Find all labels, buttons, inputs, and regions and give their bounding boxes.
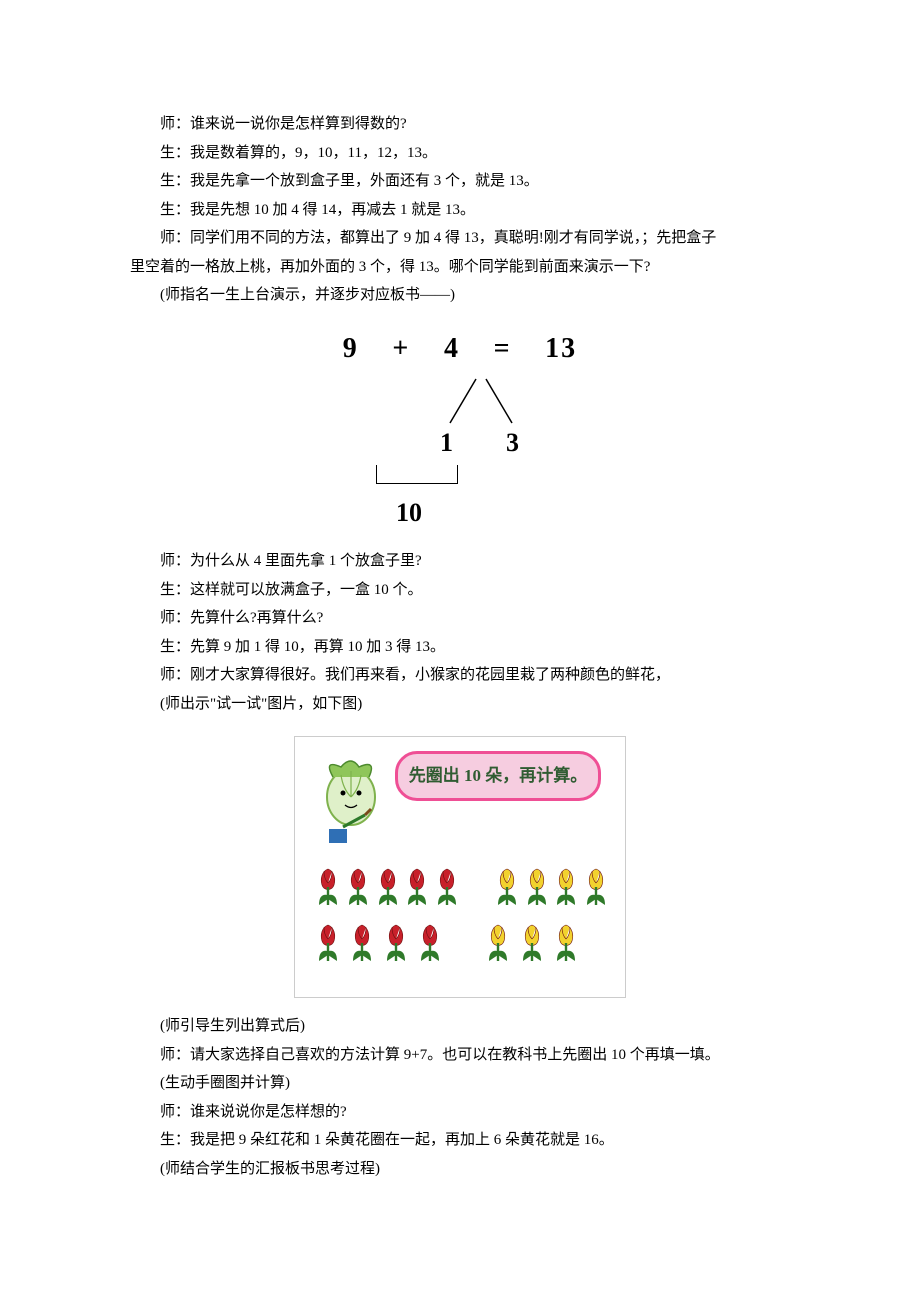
tulip-icon (381, 921, 411, 965)
operator-plus: + (392, 322, 410, 375)
tulip-icon (373, 865, 399, 909)
operand-a: 9 (343, 322, 359, 375)
flower-row-1 (313, 865, 607, 909)
dialogue-line: 师：先算什么?再算什么? (130, 604, 790, 633)
dialogue-line-continuation: 里空着的一格放上桃，再加外面的 3 个，得 13。哪个同学能到前面来演示一下? (130, 253, 790, 282)
stage-direction: (师引导生列出算式后) (130, 1012, 790, 1041)
dialogue-line: 师：谁来说一说你是怎样算到得数的? (130, 110, 790, 139)
combine-bracket (376, 465, 458, 484)
dialogue-line: 师：请大家选择自己喜欢的方法计算 9+7。也可以在教科书上先圈出 10 个再填一… (130, 1041, 790, 1070)
result: 13 (545, 322, 577, 375)
operator-equals: = (494, 322, 512, 375)
dialogue-line: 生：我是先想 10 加 4 得 14，再减去 1 就是 13。 (130, 196, 790, 225)
dialogue-line: 生：先算 9 加 1 得 10，再算 10 加 3 得 13。 (130, 633, 790, 662)
tulip-icon (432, 865, 458, 909)
stage-direction: (生动手圈图并计算) (130, 1069, 790, 1098)
stage-direction: (师出示"试一试"图片，如下图) (130, 690, 790, 719)
bubble-text: 先圈出 10 朵，再计算。 (409, 760, 588, 792)
tulip-icon (522, 865, 548, 909)
dialogue-line: 生：这样就可以放满盒子，一盒 10 个。 (130, 576, 790, 605)
tulip-icon (551, 921, 581, 965)
split-lines-svg: 1 3 (320, 373, 600, 459)
dialogue-line: 生：我是把 9 朵红花和 1 朵黄花圈在一起，再加上 6 朵黄花就是 16。 (130, 1126, 790, 1155)
dialogue-line: 生：我是数着算的，9，10，11，12，13。 (130, 139, 790, 168)
split-right-value: 3 (506, 428, 519, 457)
tulip-icon (313, 865, 339, 909)
stage-direction: (师结合学生的汇报板书思考过程) (130, 1155, 790, 1184)
flower-group-gap (462, 865, 488, 909)
try-it-figure: 先圈出 10 朵，再计算。 (294, 736, 626, 998)
flower-grid (313, 865, 607, 977)
tulip-icon (402, 865, 428, 909)
tulip-icon (551, 865, 577, 909)
dialogue-line: 师：同学们用不同的方法，都算出了 9 加 4 得 13，真聪明!刚才有同学说，；… (130, 224, 790, 253)
dialogue-line: 师：为什么从 4 里面先拿 1 个放盒子里? (130, 547, 790, 576)
flower-group-gap (449, 921, 479, 965)
tulip-icon (415, 921, 445, 965)
combine-result: 10 (396, 488, 600, 537)
dialogue-line: 师：谁来说说你是怎样想的? (130, 1098, 790, 1127)
document-page: 师：谁来说一说你是怎样算到得数的? 生：我是数着算的，9，10，11，12，13… (0, 0, 920, 1302)
equation-row: 9 + 4 = 13 (320, 322, 600, 375)
speech-bubble: 先圈出 10 朵，再计算。 (395, 751, 601, 801)
tulip-icon (492, 865, 518, 909)
split-left-value: 1 (440, 428, 453, 457)
cabbage-character-icon (313, 757, 391, 853)
dialogue-line: 生：我是先拿一个放到盒子里，外面还有 3 个，就是 13。 (130, 167, 790, 196)
arithmetic-decomposition-diagram: 9 + 4 = 13 1 3 10 (320, 322, 600, 538)
tulip-icon (343, 865, 369, 909)
flower-row-2 (313, 921, 607, 965)
operand-b: 4 (444, 322, 460, 375)
tulip-icon (517, 921, 547, 965)
stage-direction: (师指名一生上台演示，并逐步对应板书——) (130, 281, 790, 310)
tulip-icon (347, 921, 377, 965)
tulip-icon (313, 921, 343, 965)
dialogue-line: 师：刚才大家算得很好。我们再来看，小猴家的花园里栽了两种颜色的鲜花， (130, 661, 790, 690)
tulip-icon (483, 921, 513, 965)
tulip-icon (581, 865, 607, 909)
